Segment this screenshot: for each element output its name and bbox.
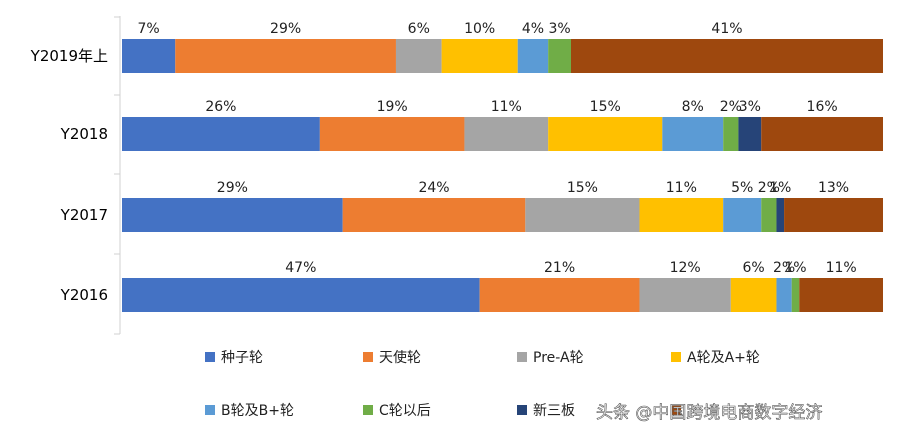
legend-label: C轮以后 [379, 403, 431, 419]
bar-segment [122, 198, 343, 232]
data-label: 15% [567, 180, 598, 196]
bar-segment [723, 198, 762, 232]
data-label: 5% [731, 180, 753, 196]
legend: 种子轮 天使轮 Pre-A轮 A轮及A+轮 B轮及B+轮 C轮以后 新三板 [205, 349, 760, 419]
bar-segment [639, 198, 724, 232]
category-label: Y2019年上 [30, 47, 108, 65]
legend-label: A轮及A+轮 [687, 350, 760, 366]
bar-segment [342, 198, 526, 232]
data-label: 1% [784, 260, 806, 276]
data-label: 13% [818, 180, 849, 196]
bar-segment [761, 117, 883, 151]
legend-swatch [671, 405, 681, 415]
data-label: 21% [544, 260, 575, 276]
bar-segment [791, 278, 800, 312]
data-label: 47% [285, 260, 316, 276]
legend-swatch [205, 352, 215, 362]
category-label: Y2016 [60, 286, 108, 304]
data-label: 11% [666, 180, 697, 196]
legend-label: Pre-A轮 [533, 350, 584, 366]
legend-label: 天使轮 [379, 349, 421, 366]
data-label: 2% [773, 260, 795, 276]
legend-label: B轮及B+轮 [221, 403, 294, 419]
bar-segment [122, 278, 480, 312]
data-label: 12% [670, 260, 701, 276]
bar-segment [517, 39, 549, 73]
data-label: 41% [711, 21, 742, 37]
data-label: 8% [682, 99, 704, 115]
data-label: 11% [491, 99, 522, 115]
data-label: 29% [270, 21, 301, 37]
bar-segment [776, 278, 792, 312]
data-label: 29% [217, 180, 248, 196]
data-label: 1% [769, 180, 791, 196]
bar-segment [548, 39, 571, 73]
bar-segment [525, 198, 640, 232]
data-label: 10% [464, 21, 495, 37]
data-label: 15% [590, 99, 621, 115]
category-ticks [114, 16, 120, 335]
data-label: 24% [418, 180, 449, 196]
data-label: 6% [743, 260, 765, 276]
bar-segment [122, 39, 176, 73]
data-label: 26% [205, 99, 236, 115]
bar-segment [570, 39, 883, 73]
bar-segment [479, 278, 640, 312]
legend-swatch [363, 405, 373, 415]
data-label: 3% [739, 99, 761, 115]
bar-segment [723, 117, 739, 151]
data-label: 7% [138, 21, 160, 37]
data-label: 16% [807, 99, 838, 115]
bar-segment [761, 198, 777, 232]
data-labels: 7% 29% 6% 10% 4% 3% 41%26% 19% 11% 15% 8% 2%3% 16%29… [138, 21, 857, 276]
category-label: Y2018 [60, 125, 108, 143]
bar-segment [784, 198, 883, 232]
data-label: 2% [758, 180, 780, 196]
category-labels: Y2019年上 Y2018 Y2017 Y2016 [30, 47, 108, 304]
legend-swatch [671, 352, 681, 362]
bar-segment [175, 39, 396, 73]
watermark: 头条 @中国跨境电商数字经济 [596, 403, 822, 423]
legend-swatch [517, 352, 527, 362]
bar-segment [464, 117, 549, 151]
bar-segment [319, 117, 465, 151]
data-label: 4% [522, 21, 544, 37]
bar-segment [548, 117, 663, 151]
data-label: 6% [408, 21, 430, 37]
data-label: 3% [548, 21, 570, 37]
bar-segment [799, 278, 883, 312]
bar-segment [122, 117, 320, 151]
legend-label: 新三板 [533, 403, 575, 419]
legend-swatch [205, 405, 215, 415]
data-label: 19% [377, 99, 408, 115]
legend-swatch [363, 352, 373, 362]
bar-segment [441, 39, 518, 73]
legend-label: 种子轮 [221, 350, 263, 366]
data-label: 2% [720, 99, 742, 115]
data-label: 11% [826, 260, 857, 276]
bar-segment [738, 117, 762, 151]
legend-swatch [517, 405, 527, 415]
bars [122, 39, 883, 312]
category-label: Y2017 [60, 206, 108, 224]
bar-segment [639, 278, 731, 312]
bar-segment [730, 278, 777, 312]
bar-segment [395, 39, 442, 73]
bar-segment [662, 117, 724, 151]
bar-segment [776, 198, 785, 232]
